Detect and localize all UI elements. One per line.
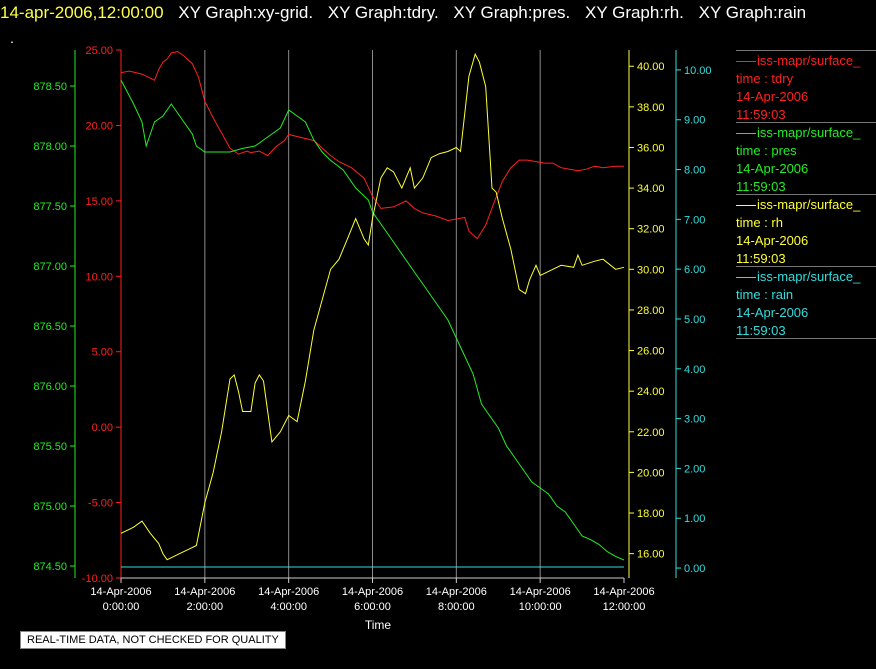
legend-time: 11:59:03 xyxy=(736,179,786,194)
legend-field: time : tdry xyxy=(736,71,794,86)
legend-field: time : rain xyxy=(736,287,794,302)
graph-name-xy-grid: XY Graph:xy-grid. xyxy=(178,3,314,22)
rain-tick-label: 6.00 xyxy=(684,264,705,276)
rain-tick-label: 10.00 xyxy=(684,65,712,77)
series-line-tdry xyxy=(120,50,624,240)
rain-tick-label: 2.00 xyxy=(684,463,705,475)
series-line-rh xyxy=(120,52,625,561)
legend-date: 14-Apr-2006 xyxy=(736,305,809,320)
legend-separator xyxy=(736,338,876,339)
legend-title: iss-mapr/surface_ xyxy=(757,53,861,68)
legend-time: 11:59:03 xyxy=(736,323,786,338)
tdry-tick-label: -5.00 xyxy=(88,498,113,510)
pres-tick-label: 875.50 xyxy=(33,441,67,453)
legend-date: 14-Apr-2006 xyxy=(736,89,809,104)
pres-tick-label: 878.00 xyxy=(33,141,67,153)
rh-tick-label: 30.00 xyxy=(637,264,665,276)
legend-line-tdry xyxy=(736,61,756,63)
legend-field: time : pres xyxy=(736,143,797,158)
rain-tick-label: 5.00 xyxy=(684,314,705,326)
status-dot: . xyxy=(10,30,14,46)
legend-entry-tdry: iss-mapr/surface_ time : tdry 14-Apr-200… xyxy=(736,52,876,124)
x-tick-time: 6:00:00 xyxy=(354,601,391,613)
pres-tick-label: 876.50 xyxy=(33,321,67,333)
rain-tick-label: 1.00 xyxy=(684,513,705,525)
x-tick-date: 14-Apr-2006 xyxy=(426,586,487,598)
tdry-tick-label: 0.00 xyxy=(92,422,113,434)
x-tick-date: 14-Apr-2006 xyxy=(593,586,654,598)
x-tick-time: 4:00:00 xyxy=(270,601,307,613)
quality-warning-note: REAL-TIME DATA, NOT CHECKED FOR QUALITY xyxy=(20,631,286,649)
rain-tick-label: 0.00 xyxy=(684,563,705,575)
rh-tick-label: 18.00 xyxy=(637,508,665,520)
rh-tick-label: 28.00 xyxy=(637,305,665,317)
legend-date: 14-Apr-2006 xyxy=(736,161,809,176)
rain-tick-label: 3.00 xyxy=(684,414,705,426)
rh-tick-label: 34.00 xyxy=(637,183,665,195)
tdry-tick-label: 20.00 xyxy=(85,120,113,132)
rh-tick-label: 22.00 xyxy=(637,427,665,439)
graph-name-rain: XY Graph:rain xyxy=(698,3,807,22)
legend-separator xyxy=(736,50,876,51)
x-tick-date: 14-Apr-2006 xyxy=(342,586,403,598)
x-tick-time: 12:00:00 xyxy=(603,601,646,613)
rh-tick-label: 32.00 xyxy=(637,224,665,236)
pres-tick-label: 877.00 xyxy=(33,261,67,273)
legend-entry-rh: iss-mapr/surface_ time : rh 14-Apr-2006 … xyxy=(736,196,876,268)
graph-name-rh: XY Graph:rh. xyxy=(585,3,684,22)
x-tick-date: 14-Apr-2006 xyxy=(510,586,571,598)
tdry-tick-label: 10.00 xyxy=(85,271,113,283)
rh-tick-label: 38.00 xyxy=(637,102,665,114)
x-tick-time: 2:00:00 xyxy=(186,601,223,613)
pres-tick-label: 876.00 xyxy=(33,381,67,393)
graph-name-pres: XY Graph:pres. xyxy=(453,3,571,22)
legend-entry-pres: iss-mapr/surface_ time : pres 14-Apr-200… xyxy=(736,124,876,196)
legend-separator xyxy=(736,122,876,123)
legend-line-pres xyxy=(736,133,756,135)
legend-field: time : rh xyxy=(736,215,783,230)
legend-separator xyxy=(736,266,876,267)
x-tick-date: 14-Apr-2006 xyxy=(90,586,151,598)
legend-date: 14-Apr-2006 xyxy=(736,233,809,248)
series-line-pres xyxy=(120,79,625,561)
legend-line-rh xyxy=(736,205,756,207)
legend-separator xyxy=(736,194,876,195)
tdry-tick-label: 5.00 xyxy=(92,347,113,359)
rain-tick-label: 9.00 xyxy=(684,115,705,127)
graph-title-bar: 14-apr-2006,12:00:00 XY Graph:xy-grid. X… xyxy=(0,2,876,26)
x-tick-time: 8:00:00 xyxy=(438,601,475,613)
x-axis-title: Time xyxy=(365,618,392,632)
x-tick-time: 10:00:00 xyxy=(519,601,562,613)
rain-tick-label: 8.00 xyxy=(684,165,705,177)
legend-title: iss-mapr/surface_ xyxy=(757,125,861,140)
rh-tick-label: 16.00 xyxy=(637,549,665,561)
x-tick-date: 14-Apr-2006 xyxy=(174,586,235,598)
legend-time: 11:59:03 xyxy=(736,107,786,122)
tdry-tick-label: -10.00 xyxy=(82,573,113,585)
x-tick-time: 0:00:00 xyxy=(103,601,140,613)
rh-tick-label: 36.00 xyxy=(637,142,665,154)
rh-tick-label: 24.00 xyxy=(637,386,665,398)
tdry-tick-label: 15.00 xyxy=(85,196,113,208)
rain-tick-label: 7.00 xyxy=(684,214,705,226)
tdry-tick-label: 25.00 xyxy=(85,45,113,57)
legend-title: iss-mapr/surface_ xyxy=(757,269,861,284)
legend-entry-rain: iss-mapr/surface_ time : rain 14-Apr-200… xyxy=(736,268,876,340)
x-tick-date: 14-Apr-2006 xyxy=(258,586,319,598)
rh-tick-label: 20.00 xyxy=(637,467,665,479)
legend-line-rain xyxy=(736,277,756,279)
timestamp-label: 14-apr-2006,12:00:00 xyxy=(0,3,164,22)
pres-tick-label: 875.00 xyxy=(33,501,67,513)
rh-tick-label: 26.00 xyxy=(637,346,665,358)
rain-tick-label: 4.00 xyxy=(684,364,705,376)
pres-tick-label: 877.50 xyxy=(33,201,67,213)
rh-tick-label: 40.00 xyxy=(637,61,665,73)
legend-time: 11:59:03 xyxy=(736,251,786,266)
pres-tick-label: 878.50 xyxy=(33,81,67,93)
pres-tick-label: 874.50 xyxy=(33,561,67,573)
legend-title: iss-mapr/surface_ xyxy=(757,197,861,212)
graph-name-tdry: XY Graph:tdry. xyxy=(327,3,439,22)
